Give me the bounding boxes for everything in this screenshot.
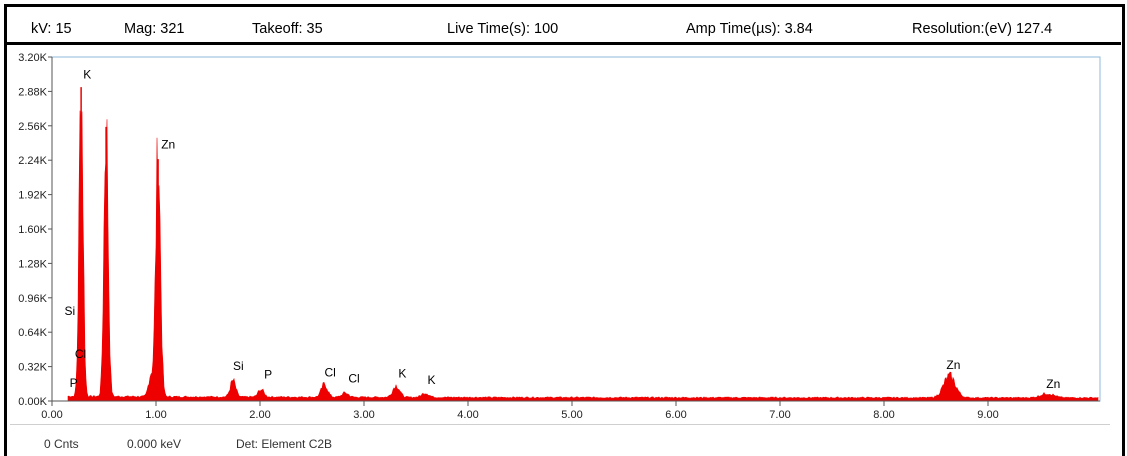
spectrum-area xyxy=(67,110,1099,402)
magnification-label: Mag: 321 xyxy=(124,21,185,37)
x-tick-label: 4.00 xyxy=(457,409,478,421)
eds-spectrum-chart[interactable]: 0.00K0.32K0.64K0.96K1.28K1.60K1.92K2.24K… xyxy=(0,0,1127,424)
peak-label: K xyxy=(83,68,91,82)
y-tick-label: 0.64K xyxy=(18,327,47,339)
counts-readout: 0 Cnts xyxy=(44,437,79,451)
peak-label: Cl xyxy=(75,347,86,361)
x-tick-label: 2.00 xyxy=(249,409,270,421)
y-tick-label: 2.56K xyxy=(18,121,47,133)
y-tick-label: 0.96K xyxy=(18,293,47,305)
y-tick-label: 1.28K xyxy=(18,258,47,270)
window-frame xyxy=(4,4,1125,456)
peak-label: K xyxy=(398,366,406,380)
peak-label: Zn xyxy=(946,358,960,372)
status-bar: 0 Cnts 0.000 keV Det: Element C2B xyxy=(10,424,1110,451)
peak-label: Cl xyxy=(348,372,359,386)
kv-label: kV: 15 xyxy=(31,21,72,37)
peak-label: P xyxy=(70,376,78,390)
x-tick-label: 3.00 xyxy=(353,409,374,421)
x-tick-label: 8.00 xyxy=(873,409,894,421)
x-tick-label: 6.00 xyxy=(665,409,686,421)
peak-label: Zn xyxy=(161,137,175,151)
peak-label: P xyxy=(264,367,272,381)
x-tick-label: 9.00 xyxy=(977,409,998,421)
peak-label: K xyxy=(427,373,435,387)
energy-readout: 0.000 keV xyxy=(127,437,182,451)
annotation-layer: K Zn Si Cl P Si P Cl Cl K K Zn Zn xyxy=(64,68,1060,392)
y-tick-label: 0.32K xyxy=(18,362,47,374)
amp-time-label: Amp Time(µs): 3.84 xyxy=(686,21,813,37)
y-tick-label: 2.88K xyxy=(18,86,47,98)
y-tick-label: 2.24K xyxy=(18,155,47,167)
y-tick-label: 1.60K xyxy=(18,224,47,236)
y-tick-label: 3.20K xyxy=(18,52,47,64)
peak-label: Si xyxy=(64,304,75,318)
peak-label: Si xyxy=(233,359,244,373)
detector-label: Det: Element C2B xyxy=(236,437,333,451)
x-tick-label: 0.00 xyxy=(41,409,62,421)
peak-label: Cl xyxy=(324,365,335,379)
takeoff-label: Takeoff: 35 xyxy=(252,21,323,37)
x-tick-label: 1.00 xyxy=(145,409,166,421)
plot-area xyxy=(51,56,1101,402)
y-tick-label: 1.92K xyxy=(18,190,47,202)
tick-layer: 0.00K0.32K0.64K0.96K1.28K1.60K1.92K2.24K… xyxy=(18,52,998,421)
live-time-label: Live Time(s): 100 xyxy=(447,21,559,37)
resolution-label: Resolution:(eV) 127.4 xyxy=(912,21,1053,37)
x-tick-label: 7.00 xyxy=(769,409,790,421)
acquisition-header: kV: 15 Mag: 321 Takeoff: 35 Live Time(s)… xyxy=(7,7,1121,45)
peak-label: Zn xyxy=(1046,377,1060,391)
y-tick-label: 0.00K xyxy=(18,396,47,408)
peak-layer xyxy=(80,87,1049,401)
x-tick-label: 5.00 xyxy=(561,409,582,421)
